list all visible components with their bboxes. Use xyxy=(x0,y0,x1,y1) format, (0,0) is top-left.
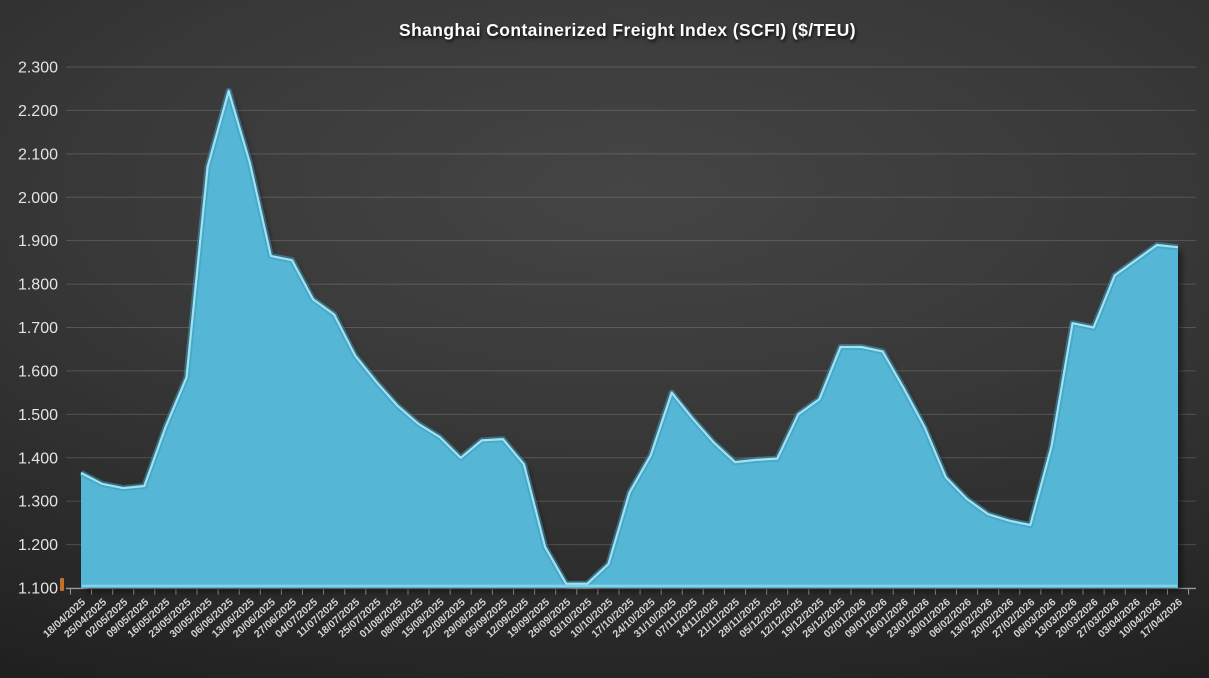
y-tick-label: 1.700 xyxy=(18,320,58,337)
area-edge-highlight xyxy=(80,89,1179,585)
y-tick-label: 1.400 xyxy=(18,450,58,467)
y-tick-label: 2.200 xyxy=(18,103,58,120)
x-axis-labels: 18/04/202525/04/202502/05/202509/05/2025… xyxy=(41,596,1185,640)
screen-edge-artifact xyxy=(60,578,64,591)
y-tick-label: 1.300 xyxy=(18,494,58,511)
y-tick-label: 2.100 xyxy=(18,146,58,163)
gridlines xyxy=(66,66,1196,589)
chart-title: Shanghai Containerized Freight Index (SC… xyxy=(399,20,856,40)
y-tick-label: 1.800 xyxy=(18,277,58,294)
y-axis-labels: 1.100 1.200 1.300 1.400 1.500 1.600 1.700 1.800… xyxy=(18,60,58,598)
y-tick-label: 2.000 xyxy=(18,190,58,207)
area-series xyxy=(79,87,1179,589)
y-tick-label: 1.900 xyxy=(18,233,58,250)
y-tick-label: 2.300 xyxy=(18,60,58,77)
y-tick-label: 1.600 xyxy=(18,363,58,380)
y-tick-label: 1.500 xyxy=(18,407,58,424)
y-tick-label: 1.200 xyxy=(18,537,58,554)
area-fill xyxy=(81,90,1178,589)
x-axis xyxy=(66,587,1196,595)
y-tick-label: 1.100 xyxy=(18,581,58,598)
